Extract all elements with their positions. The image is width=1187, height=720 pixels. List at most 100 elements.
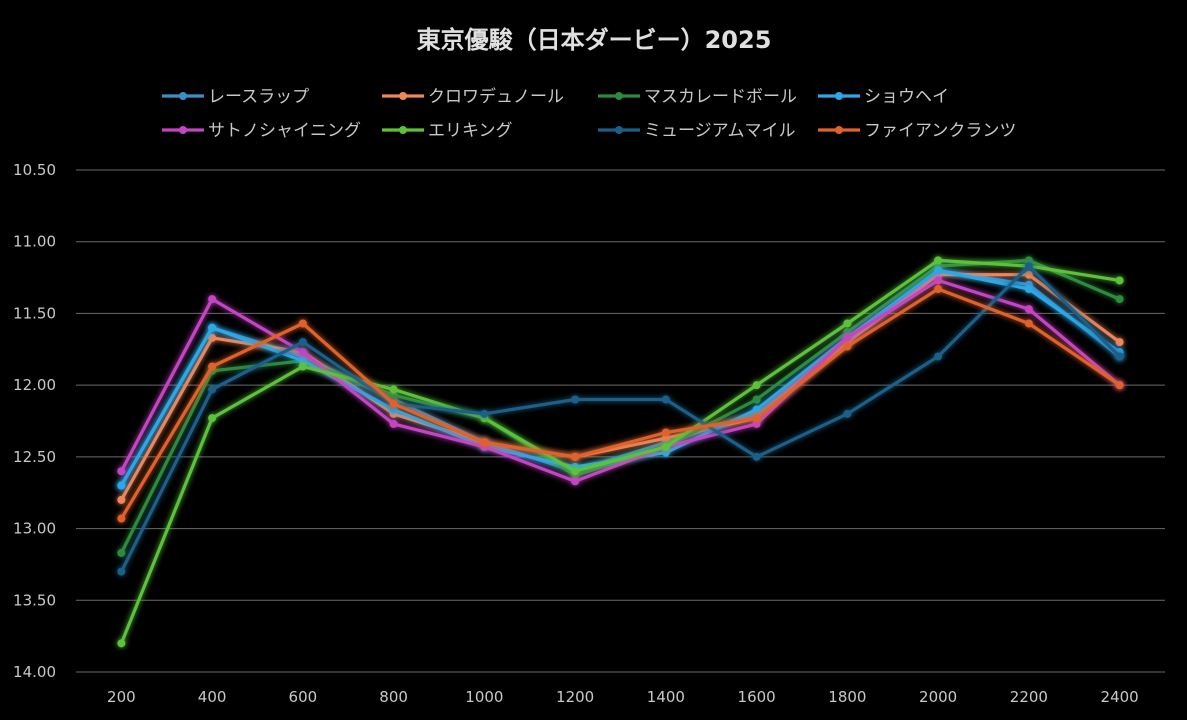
legend-label: クロワデュノール bbox=[428, 86, 564, 107]
y-tick-label: 11.00 bbox=[13, 233, 56, 251]
data-point bbox=[389, 391, 398, 400]
data-point bbox=[117, 467, 126, 476]
data-point bbox=[752, 395, 761, 404]
legend-marker bbox=[179, 92, 187, 100]
x-tick-label: 1400 bbox=[647, 688, 685, 706]
legend-label: エリキング bbox=[428, 121, 513, 141]
series-0 bbox=[117, 266, 1124, 490]
data-point bbox=[117, 481, 126, 490]
data-point bbox=[661, 395, 670, 404]
series-line bbox=[119, 278, 1122, 483]
legend-item: サトノシャイニング bbox=[162, 121, 361, 141]
legend-item: クロワデュノール bbox=[382, 86, 564, 107]
data-point bbox=[843, 328, 852, 337]
series-7 bbox=[117, 285, 1124, 523]
data-point bbox=[843, 319, 852, 328]
data-point bbox=[752, 452, 761, 461]
data-point bbox=[117, 548, 126, 557]
x-tick-label: 800 bbox=[379, 688, 408, 706]
series-line bbox=[119, 258, 1122, 645]
data-point bbox=[934, 276, 943, 285]
y-tick-label: 11.50 bbox=[13, 304, 56, 322]
data-point bbox=[117, 639, 126, 648]
x-tick-label: 1800 bbox=[828, 688, 866, 706]
gridlines bbox=[76, 169, 1165, 673]
legend-marker bbox=[615, 126, 623, 134]
data-point bbox=[843, 409, 852, 418]
data-point bbox=[208, 362, 217, 371]
series-line bbox=[119, 273, 1122, 502]
legend-marker bbox=[179, 126, 187, 134]
y-tick-label: 12.50 bbox=[13, 448, 56, 466]
x-tick-label: 1600 bbox=[738, 688, 776, 706]
data-point bbox=[208, 333, 217, 342]
data-point bbox=[1115, 276, 1124, 285]
legend-item: レースラップ bbox=[162, 87, 309, 107]
y-tick-label: 13.50 bbox=[13, 591, 56, 609]
data-point bbox=[298, 362, 307, 371]
data-point bbox=[843, 342, 852, 351]
legend-label: ファイアンクランツ bbox=[864, 121, 1016, 141]
data-point bbox=[1024, 285, 1033, 294]
data-point bbox=[1115, 295, 1124, 304]
data-point bbox=[571, 477, 580, 486]
series-4 bbox=[117, 276, 1124, 486]
y-tick-label: 14.00 bbox=[13, 663, 56, 681]
data-point bbox=[752, 414, 761, 423]
data-point bbox=[389, 405, 398, 414]
data-point bbox=[1024, 305, 1033, 314]
data-point bbox=[752, 381, 761, 390]
data-point bbox=[298, 348, 307, 357]
legend-label: レースラップ bbox=[208, 87, 309, 107]
data-point bbox=[1115, 352, 1124, 361]
legend-marker bbox=[835, 126, 843, 134]
data-point bbox=[661, 428, 670, 437]
data-point bbox=[934, 285, 943, 294]
x-tick-label: 1200 bbox=[556, 688, 594, 706]
legend-item: ミュージアムマイル bbox=[598, 121, 795, 141]
data-point bbox=[1024, 256, 1033, 265]
y-axis: 10.50 11.00 11.50 12.00 12.50 13.00 13.50 14.00 bbox=[13, 161, 56, 681]
data-point bbox=[480, 409, 489, 418]
data-point bbox=[1024, 270, 1033, 279]
legend-item: エリキング bbox=[382, 121, 513, 141]
series-5 bbox=[117, 256, 1124, 648]
legend-item: マスカレードボール bbox=[598, 87, 797, 107]
legend-label: ショウヘイ bbox=[864, 87, 949, 107]
data-point bbox=[298, 356, 307, 365]
y-tick-label: 13.00 bbox=[13, 520, 56, 538]
data-point bbox=[934, 256, 943, 265]
x-tick-label: 1000 bbox=[465, 688, 503, 706]
data-point bbox=[298, 338, 307, 347]
legend-item: ファイアンクランツ bbox=[818, 121, 1016, 141]
data-point bbox=[934, 352, 943, 361]
data-point bbox=[117, 514, 126, 523]
x-tick-label: 2000 bbox=[919, 688, 957, 706]
data-point bbox=[389, 385, 398, 394]
data-point bbox=[298, 319, 307, 328]
data-point bbox=[571, 395, 580, 404]
chart-title: 東京優駿（日本ダービー）2025 bbox=[417, 26, 772, 54]
x-tick-label: 600 bbox=[289, 688, 318, 706]
data-point bbox=[571, 452, 580, 461]
series-line bbox=[119, 258, 1122, 555]
legend-item: ショウヘイ bbox=[818, 87, 949, 107]
data-point bbox=[752, 405, 761, 414]
legend-label: マスカレードボール bbox=[644, 87, 797, 107]
data-point bbox=[661, 448, 670, 457]
legend-marker bbox=[399, 126, 407, 134]
x-axis: 200 400 600 800 1000 1200 1400 1600 1800 2000 2200… bbox=[107, 688, 1139, 706]
data-point bbox=[661, 434, 670, 443]
x-tick-label: 2400 bbox=[1101, 688, 1139, 706]
data-point bbox=[843, 333, 852, 342]
data-point bbox=[571, 467, 580, 476]
legend-label: サトノシャイニング bbox=[208, 121, 361, 141]
plot-area bbox=[117, 256, 1124, 648]
y-tick-label: 12.00 bbox=[13, 376, 56, 394]
data-point bbox=[934, 266, 943, 275]
data-point bbox=[1115, 338, 1124, 347]
series-line bbox=[119, 264, 1122, 574]
